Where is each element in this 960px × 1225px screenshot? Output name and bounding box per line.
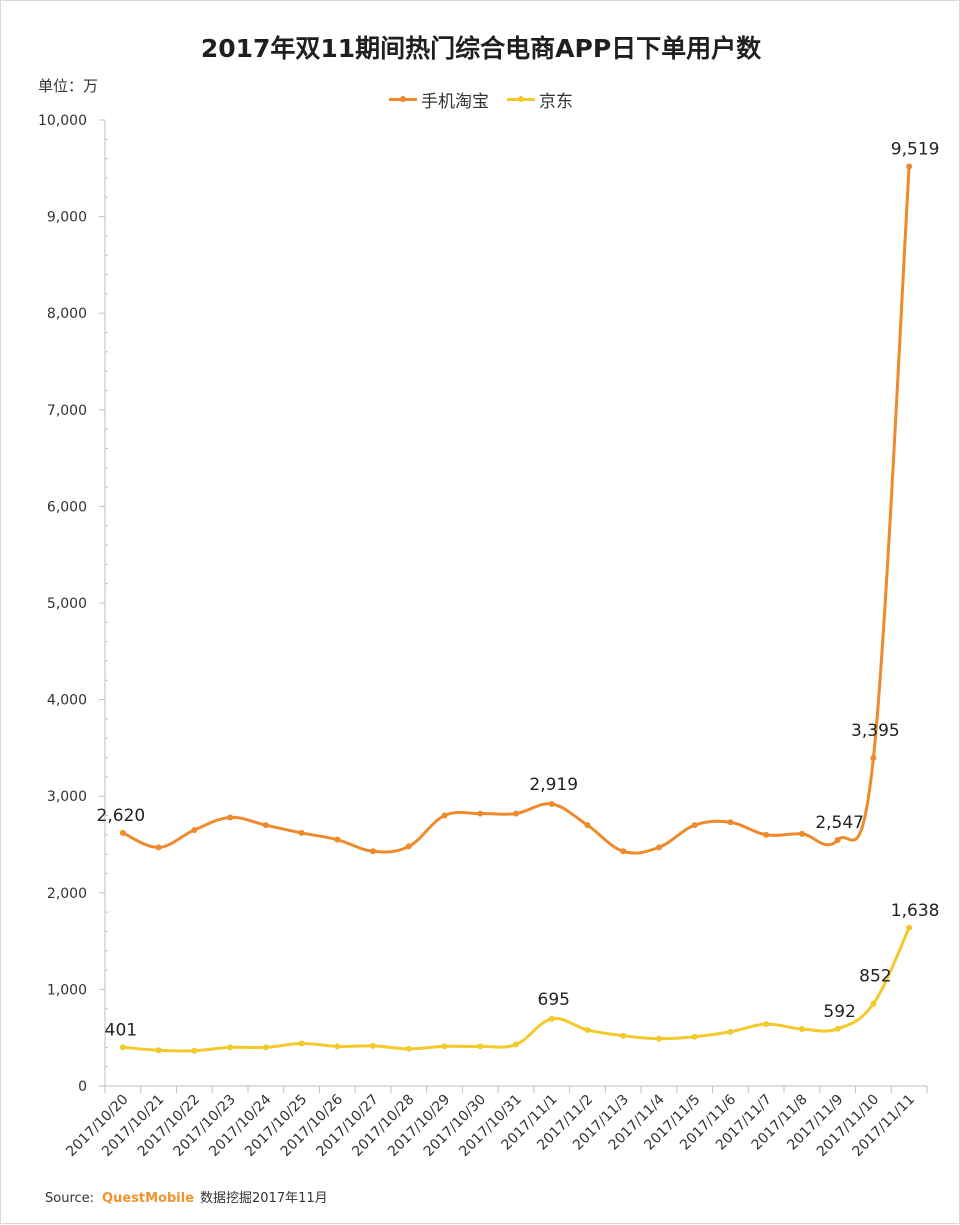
legend-swatch-taobao xyxy=(389,96,417,102)
source-brand: QuestMobile xyxy=(102,1191,195,1206)
data-point-taobao xyxy=(119,829,126,836)
data-point-jd xyxy=(298,1040,305,1047)
data-point-jd xyxy=(477,1043,484,1050)
data-point-taobao xyxy=(548,801,555,808)
data-point-taobao xyxy=(691,822,698,829)
data-point-taobao xyxy=(334,836,341,843)
data-label-jd: 592 xyxy=(823,1002,855,1022)
data-point-jd xyxy=(655,1035,662,1042)
series-line-jd xyxy=(122,927,911,1053)
legend-item-jd: 京东 xyxy=(507,87,573,112)
chart-title: 2017年双11期间热门综合电商APP日下单用户数 xyxy=(200,34,762,63)
unit-label: 单位：万 xyxy=(38,77,99,95)
data-label-jd: 401 xyxy=(105,1020,137,1040)
data-label-jd: 1,638 xyxy=(891,901,940,921)
data-point-taobao xyxy=(763,831,770,838)
data-point-jd xyxy=(441,1043,448,1050)
data-point-taobao xyxy=(370,848,377,855)
data-point-jd xyxy=(262,1044,269,1051)
y-tick-label: 0 xyxy=(78,1079,87,1095)
legend-label-jd: 京东 xyxy=(539,92,573,112)
y-tick-label: 4,000 xyxy=(47,693,87,709)
y-tick-label: 9,000 xyxy=(47,210,87,226)
legend-item-taobao: 手机淘宝 xyxy=(389,87,489,112)
data-label-taobao: 9,519 xyxy=(891,139,940,159)
y-tick-label: 7,000 xyxy=(47,403,87,419)
source-suffix: 数据挖掘2017年11月 xyxy=(200,1191,328,1206)
data-point-taobao xyxy=(155,844,162,851)
data-point-taobao xyxy=(298,829,305,836)
data-point-jd xyxy=(584,1026,591,1033)
data-point-jd xyxy=(548,1015,555,1022)
data-point-taobao xyxy=(191,827,198,834)
data-point-jd xyxy=(798,1026,805,1033)
data-point-jd xyxy=(727,1028,734,1035)
data-point-taobao xyxy=(798,830,805,837)
data-point-jd xyxy=(691,1033,698,1040)
data-label-jd: 852 xyxy=(859,967,891,987)
y-tick-label: 3,000 xyxy=(47,789,87,805)
data-point-jd xyxy=(191,1047,198,1054)
data-point-taobao xyxy=(655,844,662,851)
data-point-taobao xyxy=(262,822,269,829)
data-point-taobao xyxy=(584,822,591,829)
data-label-taobao: 2,547 xyxy=(815,813,864,833)
data-point-jd xyxy=(227,1044,234,1051)
y-tick-label: 6,000 xyxy=(47,499,87,515)
y-tick-label: 5,000 xyxy=(47,596,87,612)
y-tick-label: 10,000 xyxy=(38,113,87,129)
data-point-taobao xyxy=(620,848,627,855)
data-point-taobao xyxy=(870,755,877,762)
y-tick-label: 8,000 xyxy=(47,306,87,322)
data-point-jd xyxy=(119,1044,126,1051)
data-point-jd xyxy=(155,1047,162,1054)
data-label-taobao: 2,919 xyxy=(529,775,578,795)
legend-label-taobao: 手机淘宝 xyxy=(421,92,489,112)
y-tick-label: 2,000 xyxy=(47,886,87,902)
data-point-jd xyxy=(405,1045,412,1052)
data-point-jd xyxy=(906,924,913,931)
legend: 手机淘宝 京东 xyxy=(1,87,960,112)
legend-swatch-jd xyxy=(507,96,535,102)
data-label-taobao: 2,620 xyxy=(97,806,146,826)
series-line-taobao xyxy=(122,166,911,855)
y-tick-label: 1,000 xyxy=(47,982,87,998)
data-label-jd: 695 xyxy=(538,990,570,1010)
data-point-jd xyxy=(513,1041,519,1048)
data-point-taobao xyxy=(405,843,412,850)
data-point-taobao xyxy=(513,810,519,817)
data-point-jd xyxy=(834,1025,841,1032)
data-point-jd xyxy=(370,1042,377,1049)
data-point-taobao xyxy=(477,810,484,817)
data-point-taobao xyxy=(441,812,448,819)
data-point-taobao xyxy=(834,836,841,843)
data-point-taobao xyxy=(727,819,734,826)
data-point-jd xyxy=(763,1021,770,1028)
data-point-taobao xyxy=(906,163,913,170)
data-point-jd xyxy=(870,1000,877,1007)
data-label-taobao: 3,395 xyxy=(851,721,900,741)
data-point-jd xyxy=(334,1043,341,1050)
data-point-taobao xyxy=(227,814,234,821)
source-prefix: Source: xyxy=(45,1191,95,1206)
data-point-jd xyxy=(620,1032,627,1039)
source-note: Source: QuestMobile 数据挖掘2017年11月 xyxy=(45,1187,328,1206)
